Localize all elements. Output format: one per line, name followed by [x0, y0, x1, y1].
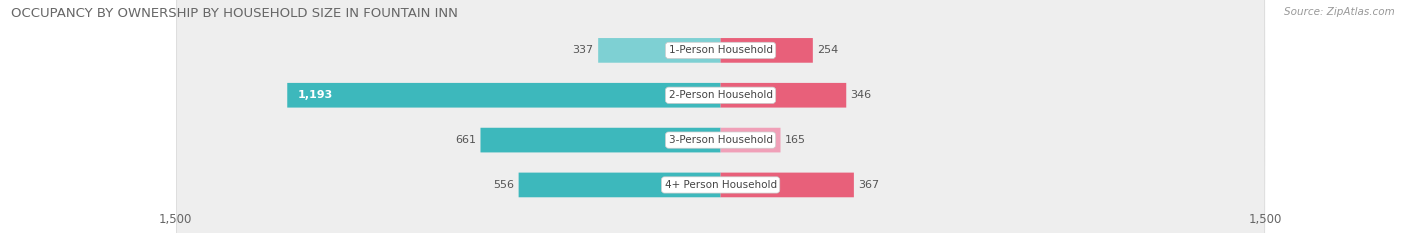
Text: 1-Person Household: 1-Person Household: [669, 45, 772, 55]
FancyBboxPatch shape: [519, 173, 721, 197]
Text: 661: 661: [456, 135, 477, 145]
Text: 346: 346: [851, 90, 872, 100]
FancyBboxPatch shape: [177, 0, 1264, 233]
FancyBboxPatch shape: [721, 128, 780, 152]
Text: 165: 165: [785, 135, 806, 145]
FancyBboxPatch shape: [721, 38, 813, 63]
Text: 4+ Person Household: 4+ Person Household: [665, 180, 776, 190]
FancyBboxPatch shape: [287, 83, 721, 108]
FancyBboxPatch shape: [598, 38, 721, 63]
Text: 254: 254: [817, 45, 838, 55]
FancyBboxPatch shape: [721, 83, 846, 108]
Text: 3-Person Household: 3-Person Household: [669, 135, 772, 145]
Text: OCCUPANCY BY OWNERSHIP BY HOUSEHOLD SIZE IN FOUNTAIN INN: OCCUPANCY BY OWNERSHIP BY HOUSEHOLD SIZE…: [11, 7, 458, 20]
Text: 337: 337: [572, 45, 593, 55]
FancyBboxPatch shape: [481, 128, 721, 152]
Text: 367: 367: [858, 180, 879, 190]
FancyBboxPatch shape: [177, 0, 1264, 233]
FancyBboxPatch shape: [721, 173, 853, 197]
FancyBboxPatch shape: [177, 0, 1264, 233]
Text: Source: ZipAtlas.com: Source: ZipAtlas.com: [1284, 7, 1395, 17]
Text: 2-Person Household: 2-Person Household: [669, 90, 772, 100]
Text: 556: 556: [494, 180, 515, 190]
Text: 1,193: 1,193: [298, 90, 333, 100]
FancyBboxPatch shape: [177, 0, 1264, 233]
